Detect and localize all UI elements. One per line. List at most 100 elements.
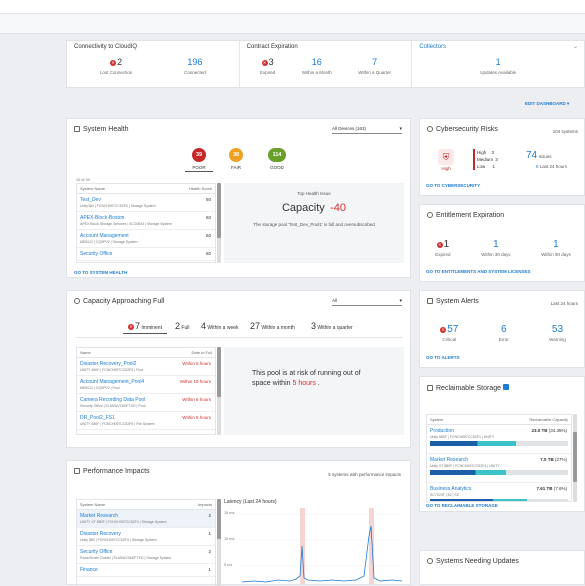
list-scrollbar[interactable] — [217, 347, 221, 435]
item-value: 7.0 TB — [540, 457, 554, 462]
issue-description: The storage pool 'Test_Dev_Pool1' is ful… — [253, 222, 375, 227]
go-to-reclaimable-link[interactable]: GO TO RECLAIMABLE STORAGE — [426, 503, 498, 508]
tab-label: Within a week — [207, 325, 239, 331]
item-sub: PowerScale Cluster | ELM0UVX6DFTXD | Sto… — [80, 556, 172, 560]
entitlement-card: Entitlement Expiration ✕ 1 Expired 1 Within… — [419, 204, 585, 282]
issue-value: -40 — [330, 202, 347, 214]
list-item[interactable]: Test_Dev Unity384 | FCNCH097CC52F0 | Stor… — [77, 194, 215, 212]
chevron-down-icon[interactable]: ⌄ — [572, 44, 579, 50]
issues-stat[interactable]: 74 Issues — [526, 150, 552, 161]
capacity-list: Name Date to Full Disaster Recovery_Pool2… — [76, 347, 216, 435]
list-scrollbar[interactable] — [217, 183, 221, 263]
warning-stat[interactable]: 53 Warning — [549, 324, 566, 342]
entitlement-90-stat[interactable]: 1 Within 90 days — [541, 239, 571, 257]
item-sub: Unity XT 880F | FCNCH097CC52F4 | UNITY — [430, 464, 500, 468]
list-item[interactable]: Business Analytics SC7020F | 82 | SC 7.61 … — [427, 483, 571, 501]
connected-value: 196 — [187, 57, 203, 67]
item-name: Account Management_Pool4 — [80, 379, 145, 385]
go-to-alerts-link[interactable]: GO TO ALERTS — [426, 355, 460, 360]
scrollbar-thumb[interactable] — [217, 499, 221, 539]
list-item[interactable]: DR_Pool2_FS1 UNITY 480F | FCNCH097CC52F5 … — [77, 412, 215, 430]
header-toolbar — [0, 14, 585, 34]
bell-icon — [427, 298, 433, 304]
error-stat[interactable]: 6 Error — [499, 324, 509, 342]
device-filter-select[interactable]: All Devices (163) — [332, 125, 402, 134]
list-item[interactable]: Market Research Unity XT 880F | FCNCH097C… — [427, 454, 571, 483]
collectors-title[interactable]: Collectors — [419, 44, 447, 50]
go-to-cybersecurity-link[interactable]: GO TO CYBERSECURITY — [426, 183, 481, 188]
error-value: 6 — [500, 324, 507, 335]
list-item[interactable]: Account Management_Pool4 ME5012 | CQ0PV2 … — [77, 376, 215, 394]
last-24-label: Last 24 hours — [539, 164, 568, 169]
poor-badge: 39 — [192, 148, 206, 162]
scrollbar-thumb[interactable] — [217, 347, 221, 397]
capacity-filter-select[interactable]: All — [332, 297, 402, 306]
lost-connection-value: 2 — [117, 57, 123, 67]
list-item[interactable]: Disaster Recovery Unity 880 | FCNCH097CC5… — [77, 528, 215, 546]
within-quarter-stat[interactable]: 7 Within a Quarter — [358, 57, 391, 75]
critical-value: 57 — [447, 324, 459, 335]
list-item[interactable]: Security Office PowerScale Cluster | ELM0… — [77, 546, 215, 564]
expired-stat[interactable]: ✕ 3 Expired — [260, 57, 275, 75]
item-value: 23.0 TB — [531, 428, 548, 433]
lost-connection-stat[interactable]: ✕ 2 Lost Connection — [100, 57, 133, 75]
critical-stat[interactable]: ✕ 57 Critical — [440, 324, 458, 342]
scrollbar-thumb[interactable] — [217, 183, 221, 238]
scrollbar-thumb[interactable] — [573, 432, 577, 482]
list-item[interactable]: Production Unity 680F | FCNCH097CC52F1 | … — [427, 425, 571, 454]
list-item[interactable]: Account Management ME5012 | CQ0PV2 | Stor… — [77, 230, 215, 248]
list-item[interactable]: Disaster Recovery_Pool2 UNITY 480F | FCNC… — [77, 358, 215, 376]
item-date: Within 5 hours — [182, 415, 211, 420]
item-percent: (34.35%) — [548, 428, 567, 433]
connected-stat[interactable]: 196 Connected — [184, 57, 206, 75]
list-item[interactable]: Market Research UNITY XT 880F | FCNCH097C… — [77, 510, 215, 528]
latency-chart: Latency (Last 24 hours) 15 ms 10 ms 5 ms — [224, 499, 404, 586]
shield-icon — [427, 126, 433, 132]
good-stat[interactable]: 114 GOOD — [266, 148, 288, 170]
tab-within-week[interactable]: 4 Within a week — [201, 321, 239, 331]
tab-within-month[interactable]: 27 Within a month — [250, 321, 295, 331]
item-sub: ME5012 | CQ0PV2 | Pool — [80, 386, 120, 390]
high-label: High — [477, 150, 487, 155]
go-to-entitlements-link[interactable]: GO TO ENTITLEMENTS AND SYSTEM LICENSES — [426, 269, 531, 274]
fair-stat[interactable]: 38 FAIR — [225, 148, 247, 170]
list-item[interactable]: Camera Recording Data Pool Security Offic… — [77, 394, 215, 412]
tab-imminent[interactable]: ✕ 7 Imminent — [123, 321, 167, 334]
tab-full[interactable]: 2 Full — [175, 321, 189, 331]
chart-icon — [74, 468, 80, 474]
tab-within-quarter[interactable]: 3 Within a quarter — [311, 321, 353, 331]
entitlement-30-stat[interactable]: 1 Within 30 days — [481, 239, 511, 257]
edit-dashboard-button[interactable]: EDIT DASHBOARD ▾ — [525, 101, 569, 107]
summary-strip: Connectivity to CloudIQ ✕ 2 Lost Connecti… — [66, 40, 585, 88]
item-impacts: 1 — [208, 567, 211, 572]
poor-stat[interactable]: 39 POOR — [185, 148, 213, 172]
fair-badge: 38 — [229, 148, 243, 162]
item-sub: UNITY XT 880F | FCNCH097CC52F4 | Storage… — [80, 520, 167, 524]
col-health-score: Health Score — [188, 186, 212, 191]
list-item[interactable]: Security Office 60 — [77, 248, 215, 261]
col-name: Name — [80, 350, 91, 355]
go-to-system-health-link[interactable]: GO TO SYSTEM HEALTH — [74, 270, 128, 275]
updates-available-stat[interactable]: 1 Updates Available — [480, 57, 516, 75]
col-system: System — [430, 417, 444, 422]
item-sub: Unity384 | FCNCH097CC52F0 | Storage Syst… — [80, 204, 156, 208]
item-sub: Unity 880 | FCNCH097CC52F4 | Storage Sys… — [80, 538, 157, 542]
item-impacts: 2 — [208, 513, 211, 518]
entitlement-expired-stat[interactable]: ✕ 1 Expired — [435, 239, 450, 257]
alerts-card: System Alerts Last 24 hours ✕ 57 Critical … — [419, 290, 585, 368]
database-icon — [74, 298, 80, 304]
risk-level[interactable]: ⛨ High — [438, 149, 454, 171]
issue-name: Capacity — [281, 202, 325, 214]
list-item[interactable]: APEX-Block-Boston APEX Block Storage Serv… — [77, 212, 215, 230]
last-24-stat[interactable]: 8 Last 24 hours — [536, 164, 567, 169]
list-scrollbar[interactable] — [217, 499, 221, 586]
list-item[interactable]: Finance 1 — [77, 564, 215, 577]
shield-alert-icon: ⛨ — [438, 149, 454, 165]
within-month-stat[interactable]: 16 Within a Month — [302, 57, 332, 75]
impact-highlight — [300, 508, 305, 584]
y-tick-label: 10 ms — [224, 537, 235, 541]
info-icon[interactable] — [502, 384, 509, 390]
list-scrollbar[interactable] — [573, 414, 577, 502]
tab-count: 27 — [250, 321, 261, 331]
expired-label: Expired — [435, 252, 451, 257]
